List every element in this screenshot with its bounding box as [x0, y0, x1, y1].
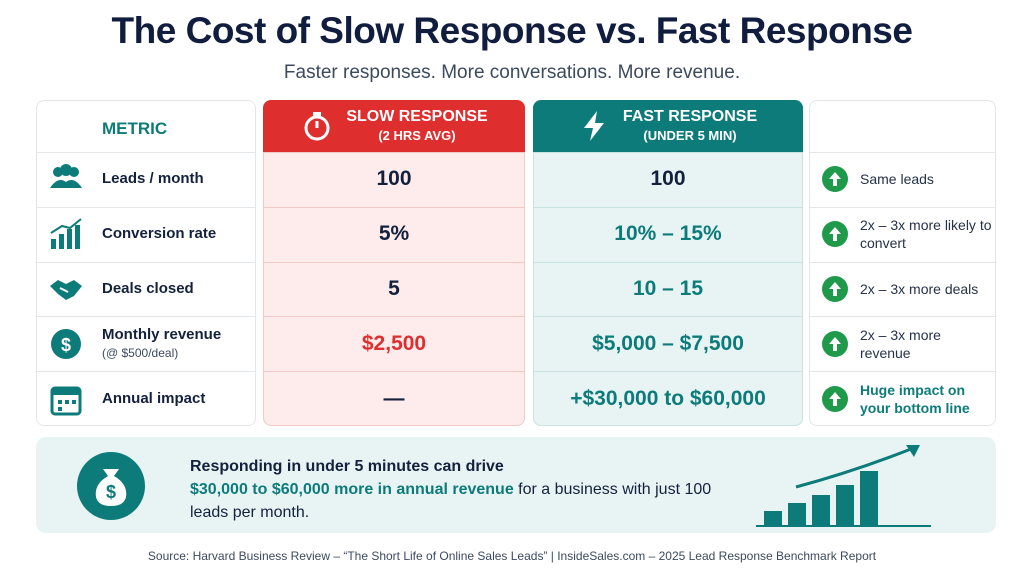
metric-cell: Conversion rate	[102, 207, 252, 262]
metric-header: METRIC	[102, 119, 168, 138]
row-separator	[36, 206, 256, 208]
metric-name: Deals closed	[102, 279, 194, 297]
metric-cell: Deals closed	[102, 262, 252, 317]
row-icon	[48, 262, 84, 317]
row-separator	[36, 152, 256, 153]
impact-text: 2x – 3x more revenue	[860, 326, 941, 361]
impact-cell: 2x – 3x more revenue	[822, 316, 992, 371]
arrow-glyph	[829, 336, 841, 351]
up-arrow	[822, 275, 848, 302]
row-separator	[809, 261, 996, 263]
callout: $ Responding in under 5 minutes can driv…	[36, 437, 996, 533]
money-bag-icon: $	[77, 452, 145, 520]
row-icon: $	[48, 316, 84, 371]
metric-label: Monthly revenue (@ $500/deal)	[102, 326, 221, 362]
up-arrow	[822, 221, 848, 248]
metric-name: Conversion rate	[102, 225, 217, 243]
row-separator	[263, 261, 525, 263]
metric-note: (@ $500/deal)	[102, 345, 179, 360]
slow-sub: (2 HRS AVG)	[378, 128, 456, 143]
impact-text: Huge impact on your bottom line	[860, 381, 970, 416]
up-arrow	[822, 330, 848, 357]
row-separator	[263, 371, 525, 373]
icon	[50, 386, 82, 416]
fast-header: FAST RESPONSE (UNDER 5 MIN)	[533, 100, 803, 152]
impact-cell: Huge impact on your bottom line	[822, 371, 992, 426]
metric-name: Monthly revenue	[102, 325, 222, 343]
fast-sub: (UNDER 5 MIN)	[643, 128, 737, 143]
impact-text: 2x – 3x more deals	[860, 280, 979, 297]
impact-cell: 2x – 3x more deals	[822, 262, 992, 317]
fast-value: 100	[650, 167, 686, 191]
row-separator	[533, 152, 803, 153]
row-separator	[263, 316, 525, 318]
callout-line1: Responding in under 5 minutes can drive	[190, 458, 504, 475]
metric-label: Deals closed	[102, 280, 194, 298]
fast-title: FAST RESPONSE	[622, 108, 758, 125]
metric-cell: Monthly revenue (@ $500/deal)	[102, 316, 252, 371]
row-icon	[48, 152, 84, 207]
arrow-glyph	[829, 281, 841, 296]
row-icon	[48, 207, 84, 262]
icon	[50, 279, 82, 300]
arrow-glyph	[829, 391, 841, 406]
fast-value: 10% – 15%	[614, 222, 722, 246]
svg-text:$: $	[106, 482, 116, 502]
row-separator	[263, 206, 525, 208]
arrow-glyph	[829, 227, 841, 242]
impact-cell: 2x – 3x more likely to convert	[822, 207, 992, 262]
row-separator	[36, 371, 256, 373]
callout-highlight: $30,000 to $60,000 more in annual revenu…	[190, 481, 514, 498]
svg-text:$: $	[61, 335, 71, 355]
fast-value: 10 – 15	[632, 276, 704, 300]
row-separator	[263, 152, 525, 153]
row-separator	[809, 152, 996, 153]
row-separator	[36, 316, 256, 318]
icon	[50, 164, 82, 189]
slow-value: —	[383, 386, 405, 410]
source: Source: Harvard Business Review – “The S…	[147, 549, 877, 563]
impact-text: Same leads	[860, 171, 934, 188]
subtitle: Faster responses. More conversations. Mo…	[283, 62, 741, 83]
row-icon	[48, 371, 84, 426]
metric-label: Annual impact	[102, 390, 205, 408]
slow-value: 100	[376, 167, 412, 191]
callout-rest: for a business with just 100 leads per m…	[190, 481, 712, 521]
slow-header: SLOW RESPONSE (2 HRS AVG)	[263, 100, 525, 152]
row-separator	[809, 371, 996, 373]
up-arrow	[822, 166, 848, 193]
slow-value: 5%	[378, 222, 410, 246]
row-separator	[533, 206, 803, 208]
impact-cell: Same leads	[822, 152, 992, 207]
impact-text: 2x – 3x more likely to convert	[860, 217, 992, 252]
up-arrow	[822, 385, 848, 412]
row-separator	[533, 261, 803, 263]
metric-label: Leads / month	[102, 170, 204, 188]
slow-value: 5	[388, 276, 400, 300]
metric-cell: Annual impact	[102, 371, 252, 426]
growth-icon	[756, 445, 931, 527]
metric-name: Annual impact	[102, 389, 206, 407]
fast-value: $5,000 – $7,500	[592, 331, 744, 355]
metric-label: Conversion rate	[102, 225, 216, 243]
arrow-glyph	[829, 172, 841, 187]
slow-title: SLOW RESPONSE	[346, 108, 488, 125]
stopwatch-icon	[304, 112, 330, 141]
title: The Cost of Slow Response vs. Fast Respo…	[111, 10, 913, 51]
metric-name: Leads / month	[102, 170, 204, 188]
bolt-icon	[583, 111, 604, 141]
row-separator	[809, 316, 996, 318]
row-separator	[533, 371, 803, 373]
icon: $	[51, 328, 81, 359]
fast-value: +$30,000 to $60,000	[570, 386, 766, 410]
slow-value: $2,500	[361, 331, 427, 355]
icon	[50, 218, 82, 250]
row-separator	[36, 261, 256, 263]
callout-text: Responding in under 5 minutes can drive $…	[190, 455, 750, 524]
metric-cell: Leads / month	[102, 152, 252, 207]
row-separator	[533, 316, 803, 318]
row-separator	[809, 206, 996, 208]
